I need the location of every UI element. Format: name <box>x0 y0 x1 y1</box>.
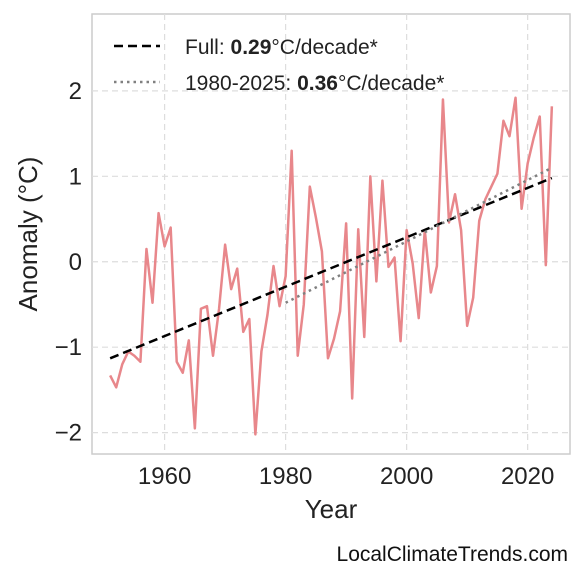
legend-rate-full: 0.29 <box>231 36 272 59</box>
x-axis-title: Year <box>305 494 358 524</box>
legend-rate-1980-2025: 0.36 <box>297 72 338 95</box>
x-tick-labels: 1960 1980 2000 2020 <box>138 463 554 490</box>
y-tick-label: −1 <box>55 334 82 361</box>
x-tick-label: 1980 <box>259 463 312 490</box>
trend-line-full <box>109 176 553 360</box>
legend-unit-full: °C/decade* <box>271 36 377 59</box>
legend-label-1980-2025: 1980-2025: <box>185 72 297 95</box>
y-tick-label: 2 <box>69 78 82 105</box>
trend-line-1980-2025 <box>285 166 553 304</box>
watermark: LocalClimateTrends.com <box>337 543 568 566</box>
x-tick-label: 2000 <box>380 463 433 490</box>
y-tick-label: 0 <box>69 249 82 276</box>
y-tick-labels: −2 −1 0 1 2 <box>55 78 82 447</box>
legend-item-full: Full: 0.29°C/decade* <box>185 36 378 59</box>
x-tick-label: 2020 <box>501 463 554 490</box>
series-layer <box>109 96 554 436</box>
y-tick-label: 1 <box>69 163 82 190</box>
legend-unit-1980-2025: °C/decade* <box>338 72 444 95</box>
series-line-anomaly <box>109 96 554 436</box>
y-axis-title: Anomaly (°C) <box>13 157 43 312</box>
x-tick-label: 1960 <box>138 463 191 490</box>
legend: Full: 0.29°C/decade* 1980-2025: 0.36°C/d… <box>114 36 444 95</box>
legend-label-full: Full: <box>185 36 231 59</box>
legend-item-1980-2025: 1980-2025: 0.36°C/decade* <box>185 72 444 95</box>
y-tick-label: −2 <box>55 420 82 447</box>
